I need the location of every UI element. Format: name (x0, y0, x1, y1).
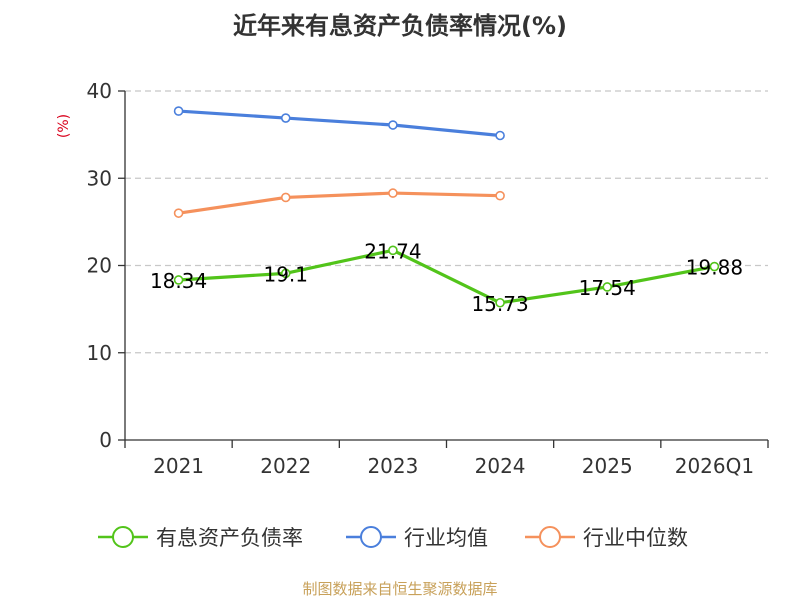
series-line-1 (176, 109, 502, 138)
x-tick-label: 2026Q1 (675, 454, 754, 478)
series-point-1 (388, 120, 398, 130)
data-label: 21.74 (364, 239, 421, 263)
series-point-2 (173, 208, 184, 218)
legend-marker (360, 526, 382, 548)
x-tick-label: 2022 (260, 454, 311, 478)
y-tick-label: 10 (87, 341, 112, 365)
series-point-2 (280, 192, 291, 203)
legend-label: 行业均值 (404, 526, 488, 550)
series-point-2 (495, 190, 505, 201)
x-tick-label: 2021 (153, 454, 204, 478)
x-tick-label: 2024 (475, 454, 526, 478)
series-point-1 (280, 113, 291, 123)
legend: 有息资产负债率 行业均值 行业中位数 (98, 526, 688, 550)
series-point-0 (495, 297, 505, 308)
y-axis-label: (%) (56, 114, 72, 138)
series-point-0 (709, 261, 720, 272)
legend-item-0: 有息资产负债率 (98, 526, 303, 550)
data-labels: 18.34 19.1 21.74 15.73 17.54 19.88 (150, 239, 743, 315)
series-point-0 (173, 275, 184, 285)
source-note: 制图数据来自恒生聚源数据库 (302, 580, 497, 598)
x-tick-label: 2025 (582, 454, 633, 478)
data-label: 19.1 (263, 262, 308, 286)
grid-lines (125, 90, 768, 354)
series-point-2 (388, 188, 398, 198)
data-label: 17.54 (579, 276, 636, 300)
chart-title: 近年来有息资产负债率情况(%) (233, 12, 567, 40)
legend-marker (112, 526, 134, 548)
y-tick-label: 40 (87, 79, 112, 103)
series-layer (173, 106, 720, 308)
series-point-1 (173, 106, 184, 116)
series-point-1 (495, 130, 505, 141)
series-point-0 (602, 282, 613, 292)
series-point-0 (388, 245, 398, 256)
legend-label: 有息资产负债率 (156, 526, 303, 550)
legend-item-2: 行业中位数 (525, 526, 688, 550)
y-tick-label: 30 (87, 166, 112, 190)
legend-label: 行业中位数 (583, 526, 688, 550)
data-label: 15.73 (471, 292, 528, 316)
y-tick-label: 0 (99, 428, 112, 452)
x-tick-label: 2023 (367, 454, 418, 478)
legend-marker (539, 526, 561, 548)
legend-item-1: 行业均值 (346, 526, 488, 550)
series-line-2 (176, 191, 502, 215)
series-point-0 (280, 268, 291, 279)
data-label: 18.34 (150, 269, 207, 293)
data-label: 19.88 (686, 256, 743, 280)
y-tick-label: 20 (87, 254, 112, 278)
series-line-0 (176, 248, 717, 305)
axes: 0 10 20 30 40 2021 2022 2023 2024 2025 2026Q1 (87, 79, 769, 478)
